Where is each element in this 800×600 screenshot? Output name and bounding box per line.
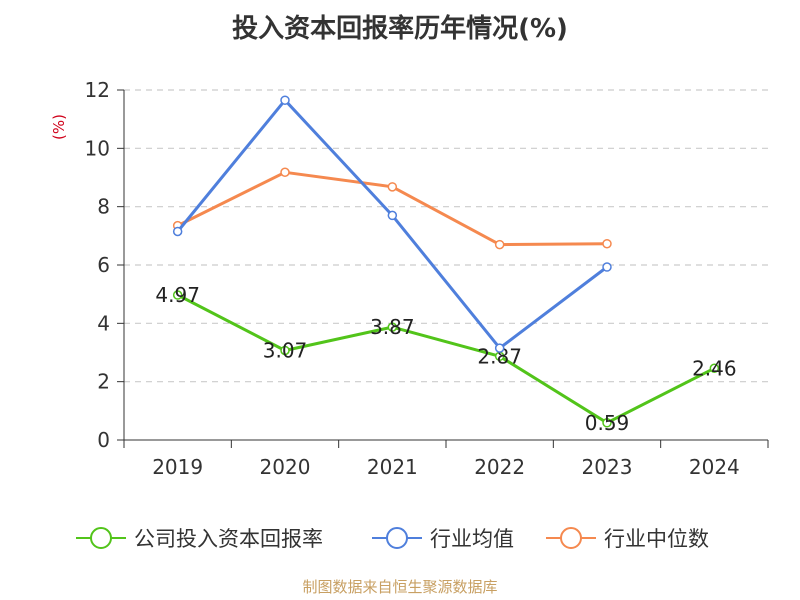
data-point xyxy=(387,182,398,192)
data-point xyxy=(280,345,290,356)
y-axis-label: (%) xyxy=(50,114,68,140)
data-point xyxy=(494,239,505,250)
y-tick-label: 8 xyxy=(97,195,110,219)
source-note: 制图数据来自恒生聚源数据库 xyxy=(302,578,498,596)
legend-label: 行业均值 xyxy=(430,527,514,551)
legend-label: 行业中位数 xyxy=(604,527,709,551)
y-tick-label: 12 xyxy=(85,78,110,102)
data-point xyxy=(280,95,290,105)
data-point xyxy=(172,226,183,237)
data-point xyxy=(387,210,398,221)
legend-label: 公司投入资本回报率 xyxy=(134,527,323,551)
data-point xyxy=(602,418,612,428)
data-point xyxy=(494,343,505,353)
data-point xyxy=(602,262,612,272)
legend-marker xyxy=(90,527,112,549)
x-tick-label: 2023 xyxy=(582,455,633,479)
y-tick-label: 6 xyxy=(97,253,110,277)
y-tick-label: 2 xyxy=(97,370,110,394)
x-tick-label: 2020 xyxy=(260,455,311,479)
series-line-0 xyxy=(177,293,715,425)
x-tick-label: 2021 xyxy=(367,455,418,479)
x-tick-label: 2024 xyxy=(689,455,740,479)
data-point xyxy=(602,238,612,249)
series-line-1 xyxy=(176,98,608,350)
data-label: 4.97 xyxy=(155,283,200,307)
x-tick-label: 2022 xyxy=(474,455,525,479)
data-label: 3.87 xyxy=(370,315,415,339)
data-label: 3.07 xyxy=(263,338,308,362)
legend-marker xyxy=(386,527,408,549)
data-point xyxy=(172,290,183,300)
y-tick-label: 10 xyxy=(85,136,110,160)
legend-marker xyxy=(560,527,582,549)
data-point xyxy=(280,167,290,177)
data-point xyxy=(387,322,398,332)
y-tick-label: 4 xyxy=(97,311,110,335)
data-label: 2.46 xyxy=(692,356,737,380)
data-label: 0.59 xyxy=(585,411,630,435)
data-point xyxy=(709,363,720,373)
x-tick-label: 2019 xyxy=(152,455,203,479)
chart-title: 投入资本回报率历年情况(%) xyxy=(232,14,568,44)
y-tick-label: 0 xyxy=(97,428,110,452)
